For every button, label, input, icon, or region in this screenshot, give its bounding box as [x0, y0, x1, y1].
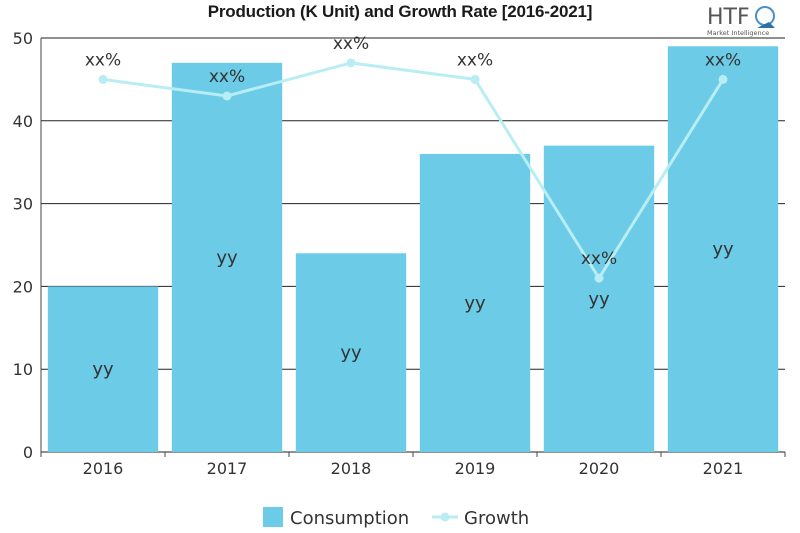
growth-point: [718, 74, 728, 84]
htf-logo: HTF Market Intelligence: [707, 5, 775, 37]
bar-data-label: yy: [464, 293, 486, 314]
growth-data-label: xx%: [581, 249, 617, 269]
bar-data-label: yy: [712, 239, 734, 260]
y-tick-label: 30: [13, 195, 33, 214]
bar-data-label: yy: [216, 247, 238, 268]
x-tick-label: 2019: [455, 459, 496, 478]
legend: Consumption Growth: [263, 507, 529, 529]
y-tick-label: 0: [23, 443, 33, 462]
legend-consumption-label: Consumption: [290, 508, 409, 529]
y-tick-label: 20: [13, 277, 33, 296]
bar-consumption: [667, 46, 779, 452]
bar-consumption: [295, 253, 407, 452]
legend-consumption-swatch: [263, 507, 283, 527]
x-tick-label: 2021: [703, 459, 744, 478]
bar-consumption: [47, 286, 159, 452]
line-layer: [98, 58, 728, 283]
bar-consumption: [171, 62, 283, 453]
logo-subtitle: Market Intelligence: [707, 29, 769, 37]
label-layer: yy yy yy yy yy yy xx% xx% xx% xx% xx% xx%: [85, 34, 741, 380]
chart-title: Production (K Unit) and Growth Rate [201…: [207, 2, 593, 21]
bar-consumption: [543, 145, 655, 452]
growth-data-label: xx%: [333, 34, 369, 54]
y-tick-label: 10: [13, 360, 33, 379]
legend-growth-marker: [440, 512, 450, 522]
bar-consumption: [419, 153, 531, 453]
bar-layer: [47, 46, 779, 453]
growth-data-label: xx%: [85, 50, 121, 70]
x-tick-label: 2017: [207, 459, 248, 478]
bar-data-label: yy: [92, 359, 114, 380]
bar-data-label: yy: [340, 343, 362, 364]
growth-point: [346, 58, 356, 68]
growth-data-label: xx%: [457, 50, 493, 70]
logo-text: HTF: [707, 5, 750, 30]
growth-data-label: xx%: [209, 67, 245, 87]
x-tick-label: 2018: [331, 459, 372, 478]
growth-data-label: xx%: [705, 50, 741, 70]
growth-point: [470, 74, 480, 84]
growth-point: [222, 91, 232, 101]
growth-point: [98, 74, 108, 84]
legend-growth-label: Growth: [464, 508, 529, 529]
y-tick-label: 50: [13, 29, 33, 48]
axis-layer: 0 10 20 30 40 50 2016 2017 2018 2019 2020 2021: [13, 29, 786, 478]
growth-line: [102, 61, 725, 281]
x-tick-label: 2016: [83, 459, 124, 478]
logo-mark-icon: [757, 22, 775, 28]
bar-data-label: yy: [588, 289, 610, 310]
growth-point: [594, 273, 604, 283]
x-tick-label: 2020: [579, 459, 620, 478]
y-tick-label: 40: [13, 112, 33, 131]
